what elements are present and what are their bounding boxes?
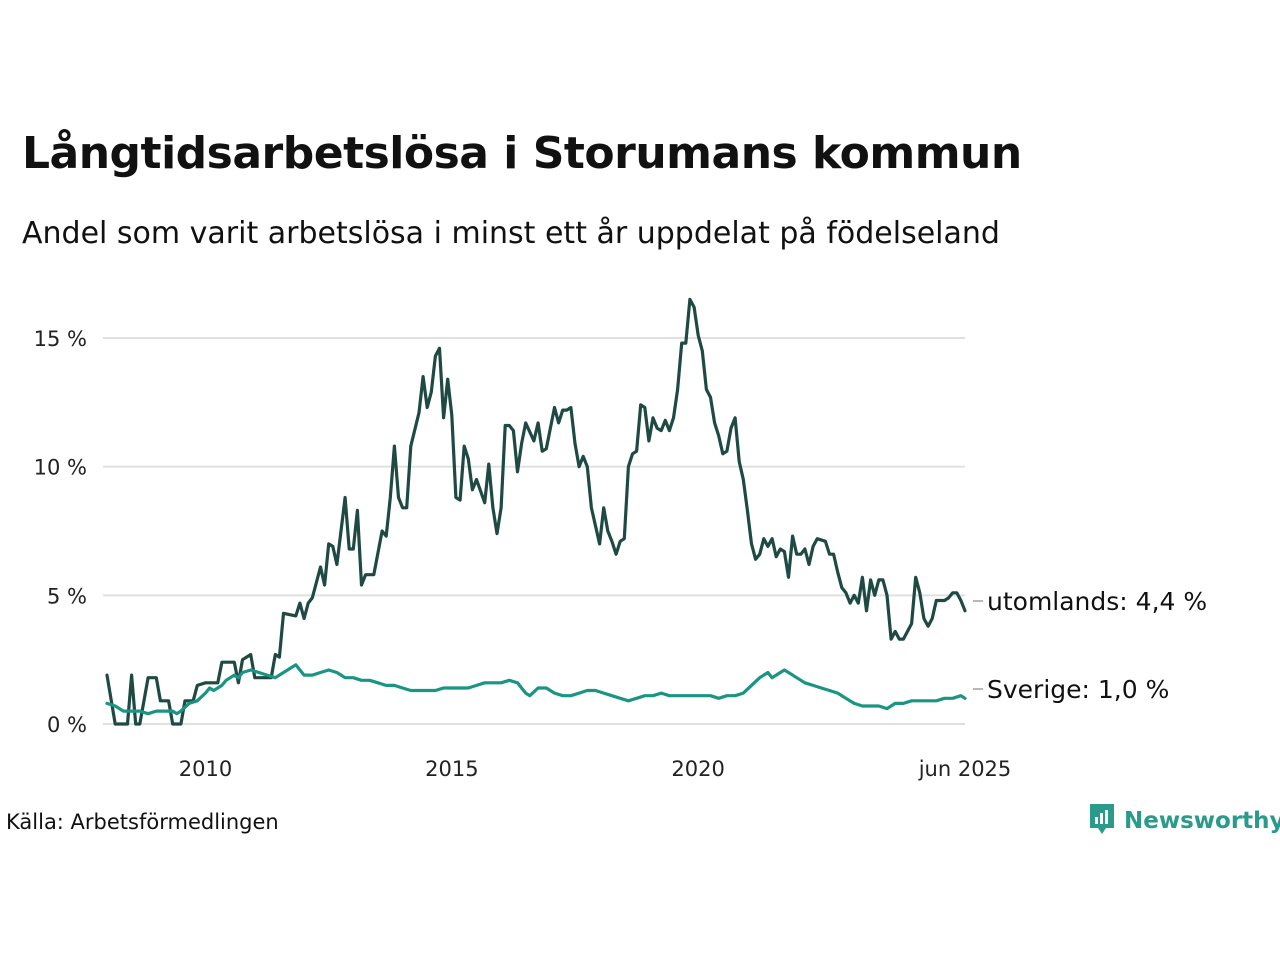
y-tick-label: 10 % <box>34 456 87 480</box>
x-axis-tick-labels: 2010 2015 2020 jun 2025 <box>179 757 1011 781</box>
brand-logo: Newsworthy <box>1088 802 1280 840</box>
x-tick-label: 2010 <box>179 757 232 781</box>
y-tick-label: 0 % <box>47 713 87 737</box>
source-credit: Källa: Arbetsförmedlingen <box>6 810 279 834</box>
chart-title: Långtidsarbetslösa i Storumans kommun <box>22 128 1022 179</box>
y-tick-label: 5 % <box>47 584 87 608</box>
x-tick-label: jun 2025 <box>918 757 1012 781</box>
y-tick-label: 15 % <box>34 327 87 351</box>
series-end-labels: utomlands: 4,4 % Sverige: 1,0 % <box>973 587 1207 704</box>
series-line-utomlands <box>105 297 967 726</box>
chart-subtitle: Andel som varit arbetslösa i minst ett å… <box>22 216 1000 251</box>
series-line-sverige <box>105 663 967 716</box>
x-tick-label: 2020 <box>671 757 724 781</box>
y-axis-tick-labels: 0 % 5 % 10 % 15 % <box>34 327 87 737</box>
brand-name: Newsworthy <box>1124 808 1280 834</box>
newsworthy-logo-icon <box>1088 802 1116 840</box>
end-label-sverige: Sverige: 1,0 % <box>987 675 1169 704</box>
x-tick-label: 2015 <box>425 757 478 781</box>
end-label-utomlands: utomlands: 4,4 % <box>987 587 1207 616</box>
series-lines <box>105 297 967 726</box>
gridlines <box>103 337 965 725</box>
